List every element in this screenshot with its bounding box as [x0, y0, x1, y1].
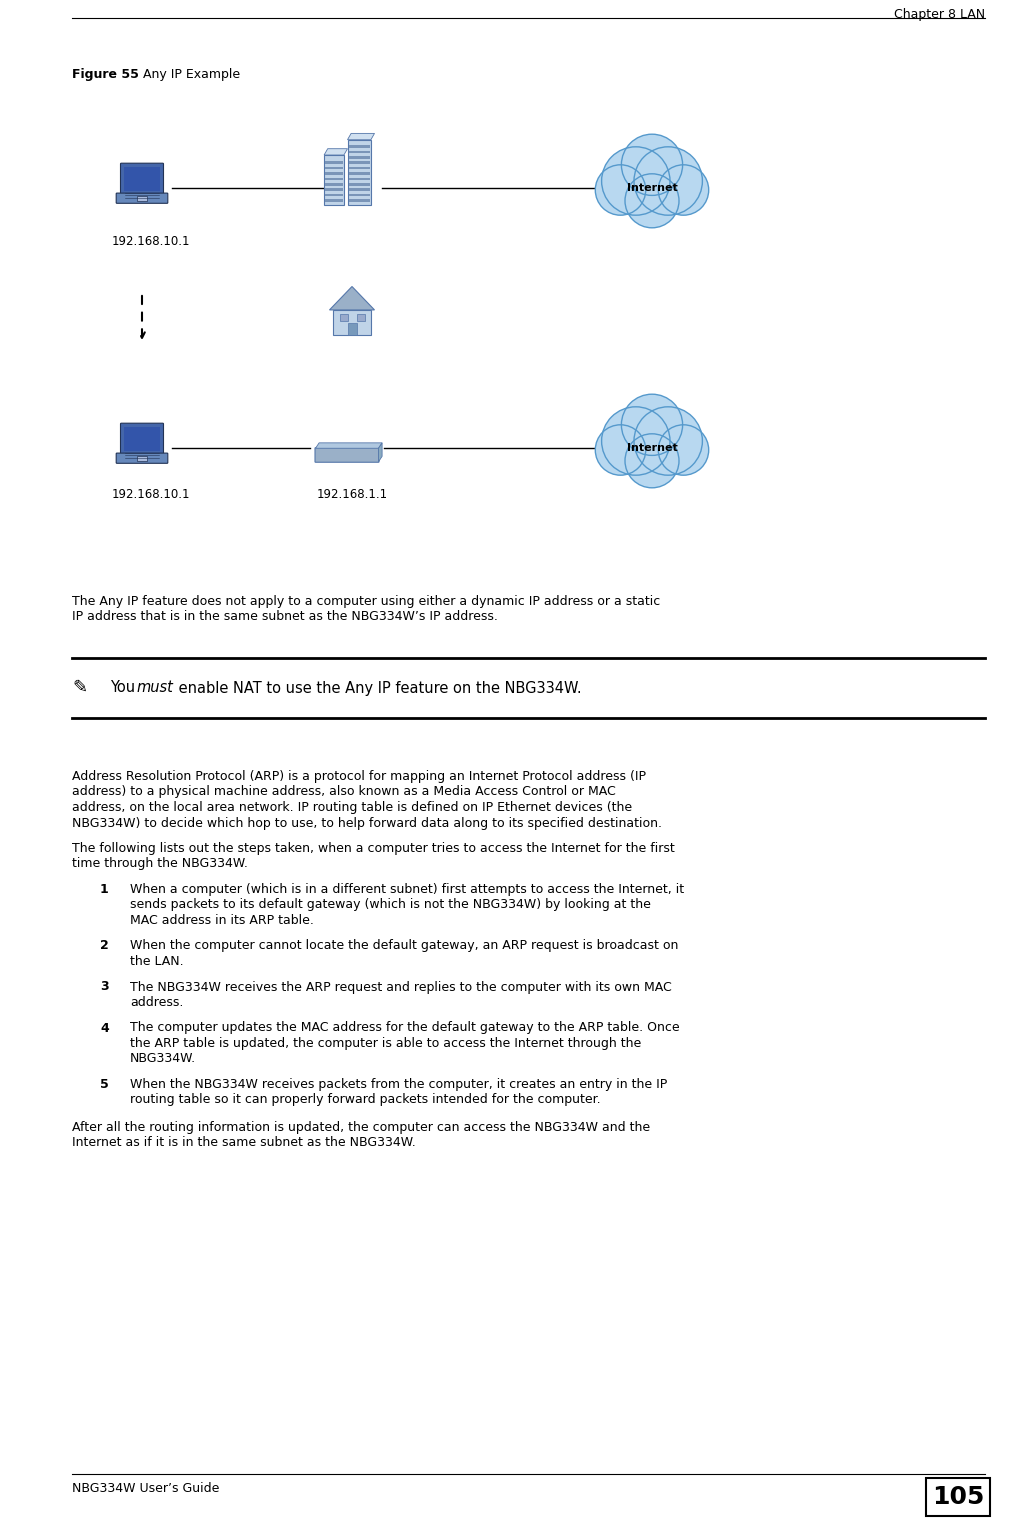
Bar — [349, 172, 370, 175]
FancyBboxPatch shape — [124, 427, 160, 451]
Bar — [326, 189, 342, 190]
Text: After all the routing information is updated, the computer can access the NBG334: After all the routing information is upd… — [72, 1122, 651, 1134]
Circle shape — [621, 395, 683, 456]
Text: IP address that is in the same subnet as the NBG334W’s IP address.: IP address that is in the same subnet as… — [72, 611, 498, 623]
Text: 2: 2 — [100, 939, 109, 952]
Text: 192.168.10.1: 192.168.10.1 — [112, 488, 190, 501]
Bar — [326, 183, 342, 186]
FancyBboxPatch shape — [124, 166, 160, 190]
Circle shape — [602, 407, 670, 475]
Text: Internet as if it is in the same subnet as the NBG334W.: Internet as if it is in the same subnet … — [72, 1137, 415, 1149]
Bar — [349, 189, 370, 190]
Circle shape — [634, 146, 702, 215]
Text: The following lists out the steps taken, when a computer tries to access the Int: The following lists out the steps taken,… — [72, 841, 675, 855]
Polygon shape — [347, 134, 375, 140]
Bar — [349, 166, 370, 169]
Circle shape — [634, 407, 702, 475]
Circle shape — [625, 434, 679, 488]
Bar — [349, 194, 370, 197]
Text: When the NBG334W receives packets from the computer, it creates an entry in the : When the NBG334W receives packets from t… — [130, 1077, 667, 1091]
Text: 4: 4 — [100, 1021, 109, 1035]
Text: The computer updates the MAC address for the default gateway to the ARP table. O: The computer updates the MAC address for… — [130, 1021, 680, 1035]
Bar — [326, 194, 342, 197]
Bar — [349, 151, 370, 154]
Polygon shape — [330, 287, 375, 309]
Text: 3: 3 — [100, 980, 109, 994]
Text: Internet: Internet — [627, 183, 677, 194]
Circle shape — [602, 146, 670, 215]
Bar — [926, 1478, 989, 1516]
FancyBboxPatch shape — [116, 194, 168, 203]
Text: NBG334W) to decide which hop to use, to help forward data along to its specified: NBG334W) to decide which hop to use, to … — [72, 817, 662, 829]
Text: sends packets to its default gateway (which is not the NBG334W) by looking at th: sends packets to its default gateway (wh… — [130, 899, 651, 911]
Text: address) to a physical machine address, also known as a Media Access Control or : address) to a physical machine address, … — [72, 785, 616, 799]
FancyBboxPatch shape — [136, 456, 148, 460]
Text: When a computer (which is in a different subnet) first attempts to access the In: When a computer (which is in a different… — [130, 882, 684, 896]
Text: 5: 5 — [100, 1077, 109, 1091]
Text: Figure 55: Figure 55 — [72, 69, 138, 81]
Polygon shape — [324, 149, 347, 155]
Text: Chapter 8 LAN: Chapter 8 LAN — [894, 8, 985, 21]
Bar — [326, 162, 342, 165]
Text: the LAN.: the LAN. — [130, 956, 183, 968]
FancyBboxPatch shape — [315, 448, 379, 462]
Bar — [333, 309, 371, 335]
Text: Any IP Example: Any IP Example — [135, 69, 240, 81]
Bar — [349, 145, 370, 148]
Text: ✎: ✎ — [72, 680, 88, 696]
Circle shape — [659, 425, 709, 475]
Text: When the computer cannot locate the default gateway, an ARP request is broadcast: When the computer cannot locate the defa… — [130, 939, 678, 952]
FancyBboxPatch shape — [116, 453, 168, 463]
Bar — [356, 314, 364, 322]
Text: You: You — [110, 681, 139, 695]
FancyBboxPatch shape — [120, 163, 164, 195]
Bar — [326, 177, 342, 180]
Text: address.: address. — [130, 997, 183, 1009]
Text: 1: 1 — [100, 882, 109, 896]
Text: MAC address in its ARP table.: MAC address in its ARP table. — [130, 914, 314, 927]
Text: 192.168.10.1: 192.168.10.1 — [112, 235, 190, 248]
Text: The Any IP feature does not apply to a computer using either a dynamic IP addres: The Any IP feature does not apply to a c… — [72, 594, 661, 608]
Bar — [326, 200, 342, 201]
Circle shape — [596, 165, 645, 215]
Text: NBG334W.: NBG334W. — [130, 1053, 196, 1065]
Circle shape — [596, 425, 645, 475]
Polygon shape — [379, 443, 382, 462]
Text: The NBG334W receives the ARP request and replies to the computer with its own MA: The NBG334W receives the ARP request and… — [130, 980, 672, 994]
Bar — [347, 323, 356, 335]
Text: NBG334W User’s Guide: NBG334W User’s Guide — [72, 1481, 219, 1495]
Bar — [326, 166, 342, 169]
FancyBboxPatch shape — [136, 197, 148, 201]
Polygon shape — [316, 443, 382, 448]
Text: must: must — [136, 681, 173, 695]
FancyBboxPatch shape — [120, 424, 164, 454]
Bar — [349, 183, 370, 186]
Text: routing table so it can properly forward packets intended for the computer.: routing table so it can properly forward… — [130, 1094, 601, 1106]
Circle shape — [659, 165, 709, 215]
Text: 192.168.1.1: 192.168.1.1 — [317, 488, 388, 501]
Text: 105: 105 — [931, 1484, 984, 1509]
Text: address, on the local area network. IP routing table is defined on IP Ethernet d: address, on the local area network. IP r… — [72, 802, 632, 814]
Text: the ARP table is updated, the computer is able to access the Internet through th: the ARP table is updated, the computer i… — [130, 1036, 641, 1050]
Text: time through the NBG334W.: time through the NBG334W. — [72, 858, 247, 870]
Bar — [324, 155, 344, 204]
Bar — [340, 314, 348, 322]
Circle shape — [625, 174, 679, 227]
Text: Internet: Internet — [627, 443, 677, 453]
Bar — [349, 155, 370, 158]
Circle shape — [621, 134, 683, 195]
Bar — [349, 162, 370, 165]
Bar — [326, 172, 342, 175]
Bar — [349, 200, 370, 201]
Bar — [347, 140, 371, 204]
Text: Address Resolution Protocol (ARP) is a protocol for mapping an Internet Protocol: Address Resolution Protocol (ARP) is a p… — [72, 770, 646, 783]
Bar — [349, 177, 370, 180]
Text: enable NAT to use the Any IP feature on the NBG334W.: enable NAT to use the Any IP feature on … — [174, 681, 581, 695]
